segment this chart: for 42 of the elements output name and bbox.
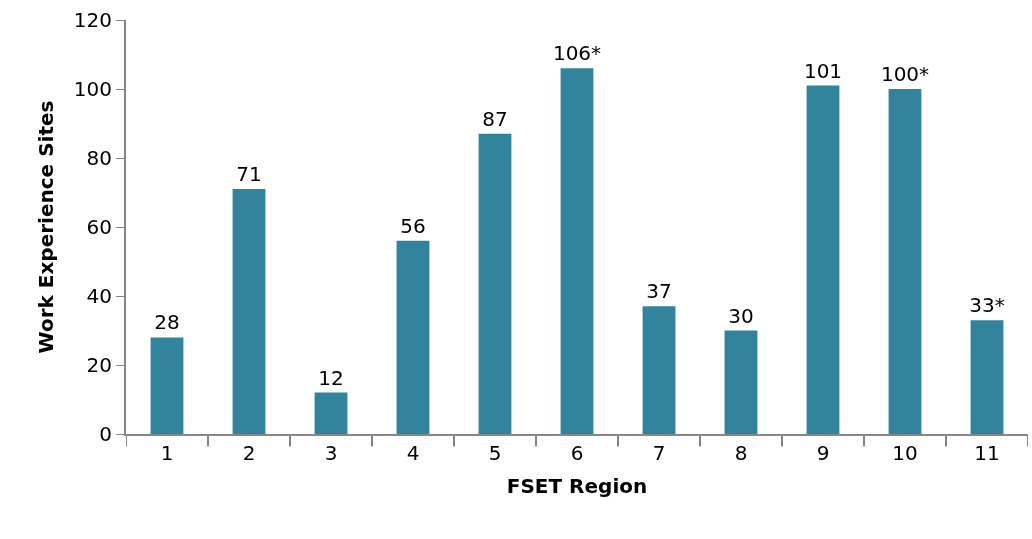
x-tick-label: 2 (242, 441, 256, 465)
y-tick-label: 20 (86, 353, 112, 377)
x-tick-label: 9 (816, 441, 830, 465)
bar (888, 89, 922, 434)
bar (560, 68, 594, 434)
data-label: 56 (400, 213, 426, 238)
y-tick-label: 80 (86, 146, 112, 170)
x-tick-label: 5 (488, 441, 502, 465)
data-label: 12 (318, 365, 344, 390)
y-tick-label: 100 (73, 77, 112, 101)
data-label: 28 (154, 310, 180, 335)
x-tick-label: 11 (974, 441, 1000, 465)
bar (150, 337, 184, 434)
bar (642, 306, 676, 434)
data-label: 37 (646, 279, 672, 304)
x-tick-label: 6 (570, 441, 584, 465)
data-label: 87 (482, 106, 508, 131)
x-tick-label: 4 (406, 441, 420, 465)
y-tick-label: 0 (99, 422, 112, 446)
data-label: 33* (969, 293, 1005, 318)
bar (314, 392, 348, 434)
x-tick-label: 1 (160, 441, 174, 465)
x-tick-label: 3 (324, 441, 338, 465)
data-label: 101 (803, 58, 843, 83)
y-tick-label: 120 (73, 8, 112, 32)
data-label: 71 (236, 162, 262, 187)
y-tick-label: 60 (86, 215, 112, 239)
x-tick-label: 8 (734, 441, 748, 465)
bar (970, 320, 1004, 434)
x-tick-label: 10 (892, 441, 918, 465)
data-label: 30 (728, 303, 754, 328)
x-tick-label: 7 (652, 441, 666, 465)
bar (724, 330, 758, 434)
bar (396, 240, 430, 434)
y-tick-label: 40 (86, 284, 112, 308)
y-axis-title: Work Experience Sites (33, 100, 58, 354)
bar (806, 85, 840, 434)
bar (232, 189, 266, 434)
data-label: 106* (552, 41, 602, 66)
data-label: 100* (880, 62, 930, 86)
x-axis-title: FSET Region (506, 474, 648, 498)
bar (478, 133, 512, 434)
